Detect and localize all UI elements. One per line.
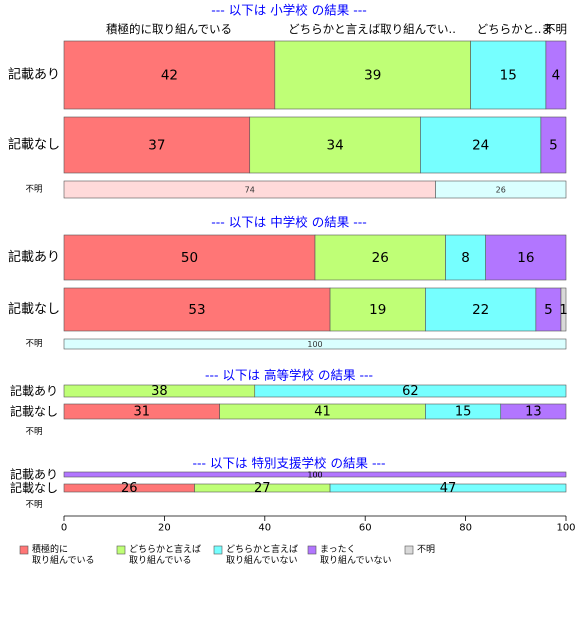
row-label: 不明 — [25, 185, 42, 195]
bar-value-label: 42 — [161, 68, 178, 84]
bar-segment — [420, 116, 542, 174]
x-tick-label: 20 — [158, 523, 171, 534]
bar-value-label: 22 — [472, 302, 489, 318]
legend-swatch — [19, 545, 29, 555]
column-header-label: どちらかと言えば取り組んでい.. — [288, 22, 456, 36]
bar-value-label: 13 — [525, 405, 542, 420]
bar-segment — [314, 234, 446, 281]
bar-segment — [274, 40, 471, 110]
bar-value-label: 15 — [455, 405, 472, 420]
group-title: --- 以下は 高等学校 の結果 --- — [205, 368, 373, 383]
group-title: --- 以下は 中学校 の結果 --- — [211, 215, 366, 230]
bar-value-label: 53 — [188, 302, 205, 318]
row-label: 記載なし — [10, 480, 58, 495]
bar-value-label: 26 — [372, 250, 389, 266]
bar-value-label: 100 — [307, 471, 322, 480]
bar-segment — [63, 234, 316, 281]
x-tick-label: 80 — [459, 523, 472, 534]
bar-segment — [329, 287, 426, 332]
bar-value-label: 15 — [500, 68, 517, 84]
bar-value-label: 26 — [121, 481, 138, 496]
row-label: 記載あり — [8, 67, 60, 83]
bar-value-label: 47 — [440, 481, 457, 496]
legend-swatch — [404, 545, 414, 555]
bar-value-label: 37 — [148, 138, 165, 154]
legend-label: どちらかと言えば — [129, 543, 201, 555]
bar-segment — [540, 116, 567, 174]
legend-label: 取り組んでいない — [226, 554, 298, 566]
row-label: 記載なし — [8, 137, 60, 153]
legend-label: 取り組んでいる — [32, 554, 95, 566]
x-tick-label: 100 — [556, 523, 575, 534]
bar-segment — [545, 40, 567, 110]
bar-value-label: 50 — [181, 250, 198, 266]
legend-label: 取り組んでいる — [129, 554, 192, 566]
bar-segment — [425, 287, 537, 332]
column-header-label: どちらかと.. — [477, 22, 542, 36]
bar-segment — [435, 180, 567, 199]
row-label: 不明 — [25, 339, 42, 349]
bar-value-label: 27 — [254, 481, 271, 496]
row-label: 不明 — [25, 500, 42, 510]
group-title: --- 以下は 特別支援学校 の結果 --- — [193, 456, 386, 471]
bar-segment — [249, 116, 421, 174]
bar-segment — [63, 40, 276, 110]
bar-value-label: 38 — [151, 384, 168, 399]
legend-label: 取り組んでいない — [320, 554, 392, 566]
legend-swatch — [116, 545, 126, 555]
bar-value-label: 62 — [402, 384, 419, 399]
bar-segment — [63, 471, 567, 478]
bar-value-label: 41 — [314, 405, 331, 420]
bar-segment — [329, 483, 567, 493]
row-label: 不明 — [25, 427, 42, 437]
bar-value-label: 19 — [369, 302, 386, 318]
bar-value-label: 26 — [496, 186, 506, 195]
bar-segment — [63, 116, 251, 174]
column-header-label: 不明 — [544, 22, 567, 36]
x-tick-label: 60 — [359, 523, 372, 534]
legend-swatch — [213, 545, 223, 555]
bar-value-label: 5 — [544, 302, 553, 318]
bar-value-label: 4 — [552, 68, 561, 84]
bar-segment — [254, 384, 567, 398]
legend-label: 積極的に — [32, 543, 68, 555]
legend-label: どちらかと言えば — [226, 543, 298, 555]
legend-label: 不明 — [417, 544, 435, 555]
bar-segment — [63, 287, 331, 332]
bar-value-label: 1 — [559, 302, 568, 318]
legend-swatch — [307, 545, 317, 555]
legend-label: まったく — [320, 544, 356, 555]
bar-value-label: 31 — [134, 405, 151, 420]
bar-value-label: 39 — [364, 68, 381, 84]
bar-value-label: 24 — [472, 138, 489, 154]
column-header-label: ま — [541, 22, 553, 36]
bar-segment — [63, 338, 567, 350]
row-label: 記載なし — [10, 404, 58, 419]
group-title: --- 以下は 小学校 の結果 --- — [211, 3, 366, 18]
bar-segment — [560, 287, 567, 332]
bar-segment — [535, 287, 562, 332]
x-tick-label: 0 — [61, 523, 67, 534]
bar-value-label: 100 — [307, 340, 322, 349]
row-label: 記載なし — [8, 301, 60, 317]
bar-value-label: 16 — [517, 250, 534, 266]
bar-segment — [445, 234, 486, 281]
bar-segment — [485, 234, 567, 281]
bar-value-label: 74 — [245, 186, 255, 195]
bar-value-label: 34 — [326, 138, 343, 154]
row-label: 記載あり — [10, 383, 58, 398]
bar-value-label: 5 — [549, 138, 558, 154]
row-label: 記載あり — [10, 467, 58, 482]
bar-segment — [500, 403, 567, 420]
row-label: 記載あり — [8, 249, 60, 265]
bar-value-label: 8 — [461, 250, 470, 266]
x-tick-label: 40 — [258, 523, 271, 534]
column-header-label: 積極的に取り組んでいる — [106, 22, 232, 36]
